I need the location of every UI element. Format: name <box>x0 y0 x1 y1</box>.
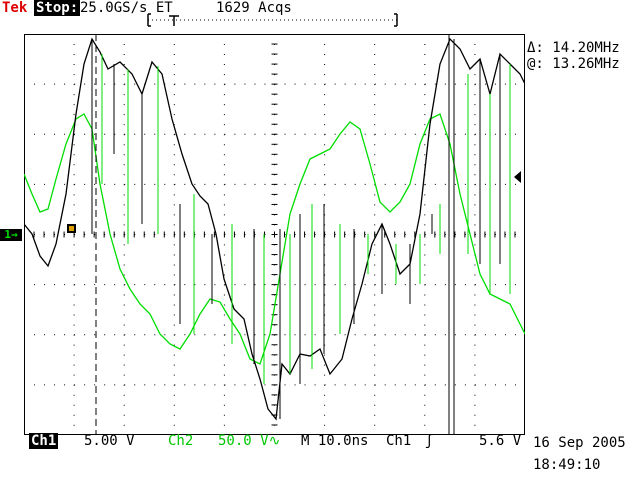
waveform-display <box>24 34 525 435</box>
trigger-position-indicator <box>147 13 398 27</box>
run-state-badge: Stop: <box>34 0 81 16</box>
measurement-readout: Δ: 14.20MHz @: 13.26MHz <box>527 40 620 72</box>
scale-bar: Ch1 5.00 V Ch2 50.0 V∿ M 10.0ns Ch1 ʃ 5.… <box>0 433 640 453</box>
sample-rate: 25.0GS/s ET <box>80 0 173 16</box>
status-bar: Tek Stop: 25.0GS/s ET 1629 Acqs <box>0 0 640 27</box>
trigger-point-fill <box>69 226 74 231</box>
trigger-slope-icon: ʃ <box>425 433 434 449</box>
ch2-scale: 50.0 V∿ <box>218 433 281 449</box>
trigger-level: 5.6 V <box>479 433 522 449</box>
delta-measurement: Δ: 14.20MHz <box>527 40 620 56</box>
cursor-lines <box>95 34 450 435</box>
time-stamp: 18:49:10 <box>533 457 601 473</box>
brand-label: Tek <box>2 0 28 16</box>
ch2-waveform <box>24 113 525 365</box>
ch1-label: Ch1 <box>29 433 59 449</box>
graticule <box>24 34 525 435</box>
ch1-scale: 5.00 V <box>84 433 135 449</box>
ch1-ground-marker: 1→ <box>0 229 22 241</box>
acquisition-count: 1629 Acqs <box>216 0 292 16</box>
trigger-source: Ch1 <box>386 433 412 449</box>
date-stamp: 16 Sep 2005 <box>533 435 626 451</box>
ch1-waveform <box>24 37 525 421</box>
trigger-level-arrow-icon <box>514 171 521 183</box>
timebase: M 10.0ns <box>301 433 369 449</box>
at-measurement: @: 13.26MHz <box>527 56 620 72</box>
ch2-label: Ch2 <box>168 433 194 449</box>
